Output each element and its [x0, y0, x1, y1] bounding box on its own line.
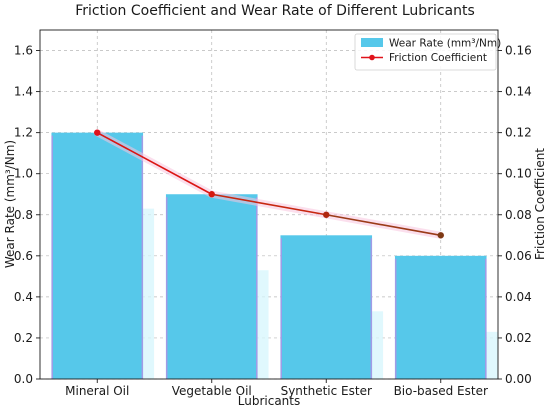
- bar: [394, 255, 498, 379]
- x-axis-title: Lubricants: [238, 394, 300, 408]
- bar-edge-left: [280, 238, 282, 379]
- bar: [165, 194, 269, 379]
- chart-title: Friction Coefficient and Wear Rate of Di…: [75, 3, 475, 19]
- legend-label-wear-rate: Wear Rate (mm³/Nm): [389, 38, 501, 50]
- y-tick-label: 1.2: [14, 126, 33, 140]
- legend-swatch-friction-marker: [369, 54, 375, 61]
- bar-edge-left: [165, 197, 168, 379]
- y2-tick-label: 0.10: [505, 167, 532, 181]
- line-point: [437, 232, 444, 239]
- y2-axis-title: Friction Coefficient: [533, 148, 547, 260]
- bar-edge-left: [394, 258, 397, 379]
- y2-tick-label: 0.12: [505, 126, 532, 140]
- y-tick-label: 0.0: [14, 372, 33, 386]
- y-tick-label: 1.0: [14, 167, 33, 181]
- x-tick-label: Mineral Oil: [65, 384, 129, 398]
- y2-tick-label: 0.04: [505, 290, 532, 304]
- legend: Wear Rate (mm³/Nm) Friction Coefficient: [354, 33, 501, 71]
- y-axis-title: Wear Rate (mm³/Nm): [3, 140, 17, 268]
- bar-edge-right: [485, 258, 487, 379]
- bar-edge-right: [141, 135, 144, 379]
- bar-series: [51, 132, 498, 379]
- bar-fill: [280, 235, 373, 379]
- bar-edge-right: [370, 238, 373, 379]
- bar-fill: [51, 132, 144, 379]
- y-tick-label: 0.8: [14, 208, 33, 222]
- y-axis-left: 0.0 0.2 0.4 0.6 0.8 1.0 1.2 1.4 1.6: [14, 44, 40, 386]
- line-point: [323, 211, 330, 218]
- y2-tick-label: 0.00: [505, 372, 532, 386]
- y-tick-label: 0.6: [14, 249, 33, 263]
- y2-tick-label: 0.06: [505, 249, 532, 263]
- line-series: [93, 129, 445, 239]
- y2-tick-label: 0.08: [505, 208, 532, 222]
- x-axis: Mineral Oil Vegetable Oil Synthetic Ester B…: [65, 379, 488, 398]
- y2-tick-label: 0.16: [505, 44, 532, 58]
- bar-fill: [394, 255, 487, 379]
- legend-swatch-wear-rate: [361, 38, 383, 47]
- bar-edge-left: [51, 135, 53, 379]
- legend-label-friction: Friction Coefficient: [389, 52, 487, 64]
- line-point: [94, 129, 101, 136]
- line-segment: [96, 131, 213, 195]
- line-point: [208, 191, 215, 198]
- y-tick-label: 1.4: [14, 85, 33, 99]
- bar-edge-right: [256, 197, 258, 379]
- y2-tick-label: 0.02: [505, 331, 532, 345]
- y-tick-label: 0.2: [14, 331, 33, 345]
- x-tick-label: Synthetic Ester: [281, 384, 372, 398]
- y-axis-right: 0.00 0.02 0.04 0.06 0.08 0.10 0.12 0.14 0.16: [498, 44, 532, 386]
- y-tick-label: 0.4: [14, 290, 33, 304]
- bar-fill: [165, 194, 258, 379]
- line-segment: [326, 213, 441, 237]
- bar: [280, 235, 384, 379]
- plot-frame: [39, 29, 499, 380]
- legend-box: [354, 33, 497, 71]
- line-segment: [211, 193, 327, 216]
- y-tick-label: 1.6: [14, 44, 33, 58]
- y2-tick-label: 0.14: [505, 85, 532, 99]
- bar: [51, 132, 155, 379]
- x-tick-label: Bio-based Ester: [394, 384, 488, 398]
- x-tick-label: Vegetable Oil: [172, 384, 252, 398]
